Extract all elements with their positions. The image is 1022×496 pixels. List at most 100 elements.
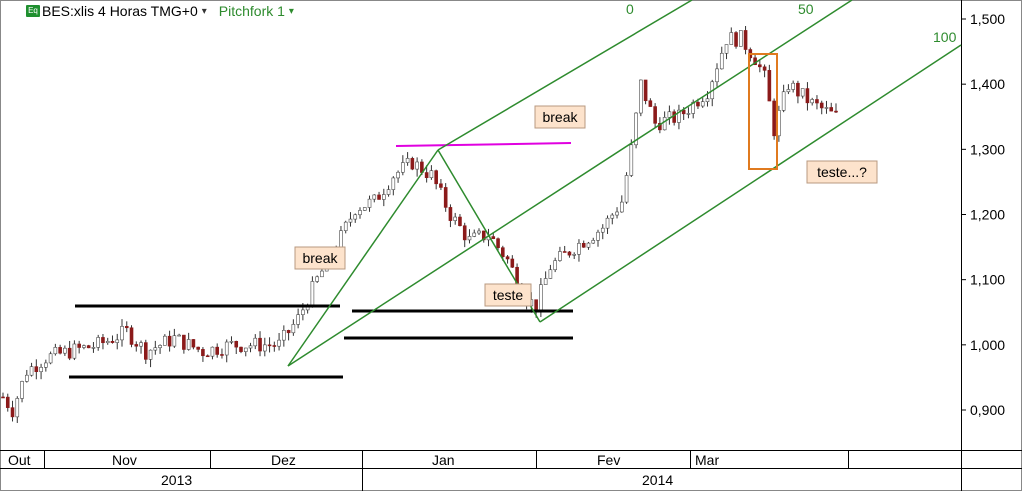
candle-body <box>158 345 162 349</box>
candle-body <box>443 187 448 208</box>
candle-body <box>67 347 72 359</box>
candle-body <box>405 158 410 163</box>
candle-body <box>734 32 738 47</box>
candle-body <box>738 30 743 47</box>
candle-body <box>10 407 15 418</box>
study-dropdown-icon[interactable]: ▾ <box>288 5 294 17</box>
candle-body <box>729 32 734 45</box>
candle-body <box>596 231 600 241</box>
candle-body <box>696 101 700 107</box>
candle-body <box>234 340 239 348</box>
candle-body <box>282 330 286 341</box>
candle-body <box>172 335 177 347</box>
candle-body <box>805 88 810 104</box>
candle-body <box>267 344 272 347</box>
candle-body <box>634 112 638 146</box>
candle-body <box>662 117 667 131</box>
candle-body <box>415 161 419 170</box>
candle-body <box>786 89 791 93</box>
candle-body <box>96 337 100 348</box>
candle-body <box>186 339 191 350</box>
candle-body <box>781 91 786 111</box>
candle-body <box>462 225 467 241</box>
study-label[interactable]: Pitchfork 1 <box>218 3 285 19</box>
candle-body <box>401 162 405 173</box>
candle-body <box>681 109 686 115</box>
candle-body <box>353 214 358 220</box>
candle-body <box>615 211 619 216</box>
annotation-teste-text: teste <box>493 287 524 303</box>
candle-body <box>467 236 472 241</box>
candle-body <box>24 374 29 382</box>
candle-body <box>296 314 300 325</box>
candle-body <box>577 242 581 255</box>
candle-body <box>815 99 819 104</box>
candle-body <box>743 30 748 50</box>
candle-body <box>767 70 772 102</box>
candle-body <box>148 349 153 360</box>
candle-body <box>829 107 834 112</box>
candle-body <box>124 326 129 329</box>
candle-body <box>239 346 243 352</box>
candle-body <box>210 346 215 357</box>
equity-icon: Eq <box>26 5 40 17</box>
candle-body <box>72 343 77 359</box>
candle-body <box>163 335 167 346</box>
candle-body <box>562 251 567 253</box>
month-label-jan: Jan <box>432 452 455 468</box>
candle-body <box>253 337 258 347</box>
candle-body <box>34 366 39 373</box>
candle-body <box>448 207 453 221</box>
annotation-teste: teste <box>484 283 532 307</box>
candle-body <box>48 353 53 364</box>
pitchfork-label-50: 50 <box>798 1 814 17</box>
candle-body <box>291 324 296 334</box>
candle-body <box>434 170 438 185</box>
candle-body <box>658 123 662 131</box>
candle-body <box>272 345 277 347</box>
year-label-2013: 2013 <box>161 472 192 488</box>
pitchfork-line-0 <box>437 0 693 151</box>
candle-body <box>277 339 281 347</box>
symbol-label[interactable]: BES:xlis 4 Horas TMG+0 <box>42 3 198 19</box>
pitchfork-line-100 <box>539 44 962 323</box>
candle-series <box>1 26 838 423</box>
candle-body <box>177 334 181 337</box>
candle-body <box>262 344 267 352</box>
candle-body <box>229 340 234 343</box>
candle-body <box>110 340 115 343</box>
candle-body <box>120 326 124 341</box>
candle-body <box>472 232 477 237</box>
candle-body <box>315 276 319 282</box>
candle-body <box>719 52 724 70</box>
highlight-box <box>748 53 778 170</box>
candle-body <box>386 189 391 195</box>
candle-body <box>543 278 548 285</box>
symbol-dropdown-icon[interactable]: ▾ <box>201 5 207 17</box>
candle-body <box>677 109 681 123</box>
candle-body <box>572 254 577 256</box>
annotation-break-2-text: break <box>542 109 578 125</box>
candle-body <box>372 194 377 200</box>
candle-body <box>215 346 219 355</box>
candle-body <box>167 335 172 347</box>
chart-header: Eq BES:xlis 4 Horas TMG+0 ▾ Pitchfork 1 … <box>26 2 294 20</box>
candle-body <box>201 349 205 357</box>
candle-body <box>310 281 315 307</box>
annotation-teste-question: teste...? <box>806 160 878 184</box>
candle-body <box>796 82 800 97</box>
candle-body <box>758 64 762 68</box>
candle-body <box>605 217 610 229</box>
candle-body <box>643 79 648 102</box>
candle-body <box>144 342 148 360</box>
candle-body <box>491 236 496 240</box>
annotation-teste-question-text: teste...? <box>817 164 867 180</box>
candle-body <box>362 207 367 211</box>
candle-body <box>343 221 348 231</box>
candle-body <box>762 66 767 71</box>
candle-body <box>496 238 500 248</box>
price-tick-label: 0,900 <box>970 402 1005 418</box>
candle-body <box>53 347 58 355</box>
